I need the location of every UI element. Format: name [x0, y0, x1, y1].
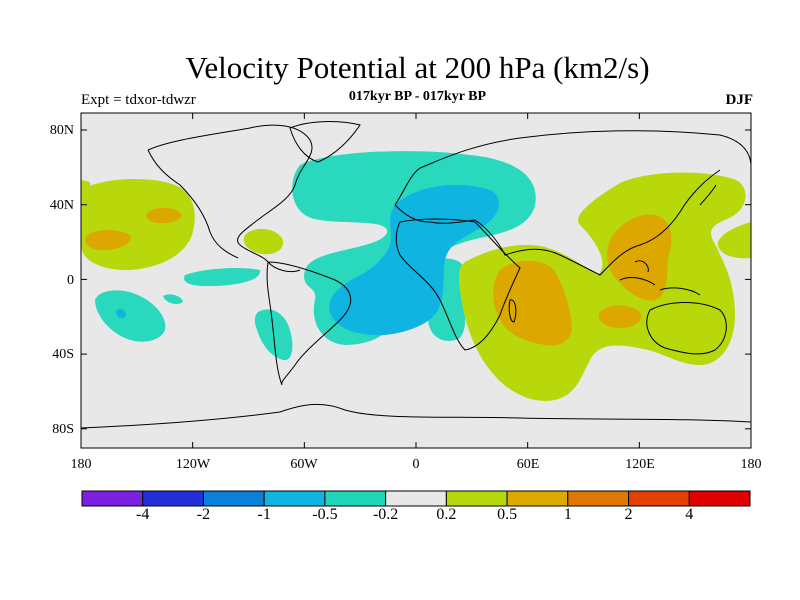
colorbar-label: -0.2	[372, 506, 399, 523]
lon-label-120e: 120E	[625, 457, 655, 472]
colorbar-label: 0.2	[436, 506, 457, 523]
colorbar-label: -2	[196, 506, 211, 523]
contour-gold-pacific-mid	[145, 207, 182, 224]
contour-gold-indian-ocean	[598, 305, 642, 328]
contour-gold-pacific-west	[85, 229, 131, 250]
contour-lime-caribbean	[243, 228, 284, 255]
lon-label-180w: 180	[70, 457, 92, 472]
colorbar-label: 1	[563, 506, 572, 523]
axis-ticks	[80, 113, 752, 448]
contour-cyan-south-pacific	[95, 290, 166, 342]
contour-lime-east-pacific	[717, 222, 751, 259]
plot-title: Velocity Potential at 200 hPa (km2/s)	[185, 50, 650, 85]
colorbar-swatch	[567, 490, 630, 507]
contour-blue-pacific-dot	[116, 309, 127, 319]
coastline-japan	[699, 184, 717, 206]
lon-label-60w: 60W	[290, 457, 318, 472]
lon-label-0: 0	[412, 457, 420, 472]
lon-label-120w: 120W	[175, 457, 211, 472]
lat-label-40n: 40N	[49, 198, 74, 213]
colorbar-swatch	[263, 490, 326, 507]
colorbar-label: -1	[257, 506, 271, 523]
contour-lime-indo-pacific	[458, 172, 746, 401]
colorbar-label: 2	[624, 506, 633, 523]
colorbar-swatch	[142, 490, 204, 507]
colorbar-swatch	[628, 490, 690, 507]
lat-label-80n: 80N	[49, 123, 74, 138]
coastline-south-america	[266, 261, 352, 386]
colorbar-swatch	[506, 490, 569, 507]
coastlines	[81, 121, 751, 429]
experiment-label: Expt = tdxor-tdwzr	[81, 92, 196, 108]
coastline-maritime-continent	[619, 260, 701, 296]
lat-label-80s: 80S	[52, 422, 74, 437]
colorbar-swatch	[385, 490, 447, 507]
coastline-africa	[395, 218, 521, 351]
colorbar-swatch	[445, 490, 508, 507]
colorbar-swatch	[81, 490, 144, 507]
colorbar	[81, 490, 751, 507]
coastline-greenland	[289, 121, 361, 163]
lon-label-60e: 60E	[516, 457, 540, 472]
colorbar-swatch	[202, 490, 265, 507]
season-label: DJF	[725, 92, 754, 108]
contour-cyan-north-pacific	[184, 267, 261, 287]
coastline-antarctica	[81, 403, 751, 429]
contour-cyan-small-pacific	[163, 294, 183, 304]
coastline-eurasia	[394, 130, 751, 276]
colorbar-label: 4	[685, 506, 694, 523]
coastline-madagascar	[508, 299, 517, 323]
contour-gold-africa	[493, 260, 573, 346]
colorbar-label: -0.5	[312, 506, 338, 523]
coastline-australia	[646, 302, 727, 355]
coastline-north-america	[147, 124, 313, 273]
lat-label-40s: 40S	[52, 347, 74, 362]
colorbar-swatch	[688, 490, 751, 507]
contour-field	[81, 113, 751, 448]
lon-label-180e: 180	[740, 457, 762, 472]
contour-lime-west-edge	[81, 180, 90, 192]
colorbar-label: -4	[136, 506, 150, 523]
lat-label-equator: 0	[67, 273, 74, 288]
plot-subtitle: 017kyr BP - 017kyr BP	[348, 89, 487, 104]
colorbar-swatch	[324, 490, 387, 507]
colorbar-label: 0.5	[497, 506, 518, 523]
